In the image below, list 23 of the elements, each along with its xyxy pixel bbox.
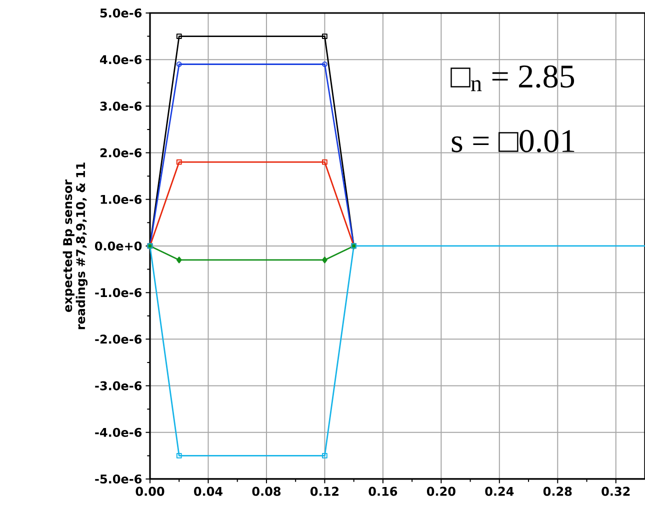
annotation: □$_{n}$ = 2.85 <box>450 65 574 92</box>
x-tick-label: 0.24 <box>485 486 514 496</box>
y-tick-label: -4.0e-6 <box>95 428 142 437</box>
y-tick-label: 1.0e-6 <box>100 194 142 204</box>
x-tick-label: 0.20 <box>426 486 456 496</box>
y-tick-label: 4.0e-6 <box>100 55 142 64</box>
y-tick-label: 5.0e-6 <box>100 8 142 18</box>
x-tick-label: 0.00 <box>136 486 164 496</box>
y-tick-label: 0.0e+0 <box>94 241 142 251</box>
x-tick-label: 0.16 <box>368 486 398 496</box>
y-tick-label: -2.0e-6 <box>95 334 142 344</box>
y-tick-label: -1.0e-6 <box>95 288 142 298</box>
y-tick-label: 3.0e-6 <box>100 102 142 111</box>
x-tick-label: 0.32 <box>602 486 630 496</box>
y-tick-label: 2.0e-6 <box>100 148 142 158</box>
annotation: s = □0.01 <box>452 130 574 152</box>
x-tick-label: 0.12 <box>310 486 338 496</box>
y-axis-title: expected Bp sensor readings #7,8,9,10, & 11 <box>62 162 88 330</box>
x-tick-label: 0.08 <box>252 486 281 496</box>
x-tick-label: 0.04 <box>194 486 222 496</box>
y-tick-label: -3.0e-6 <box>95 381 142 390</box>
x-tick-label: 0.28 <box>543 486 572 496</box>
y-tick-label: -5.0e-6 <box>95 474 142 484</box>
